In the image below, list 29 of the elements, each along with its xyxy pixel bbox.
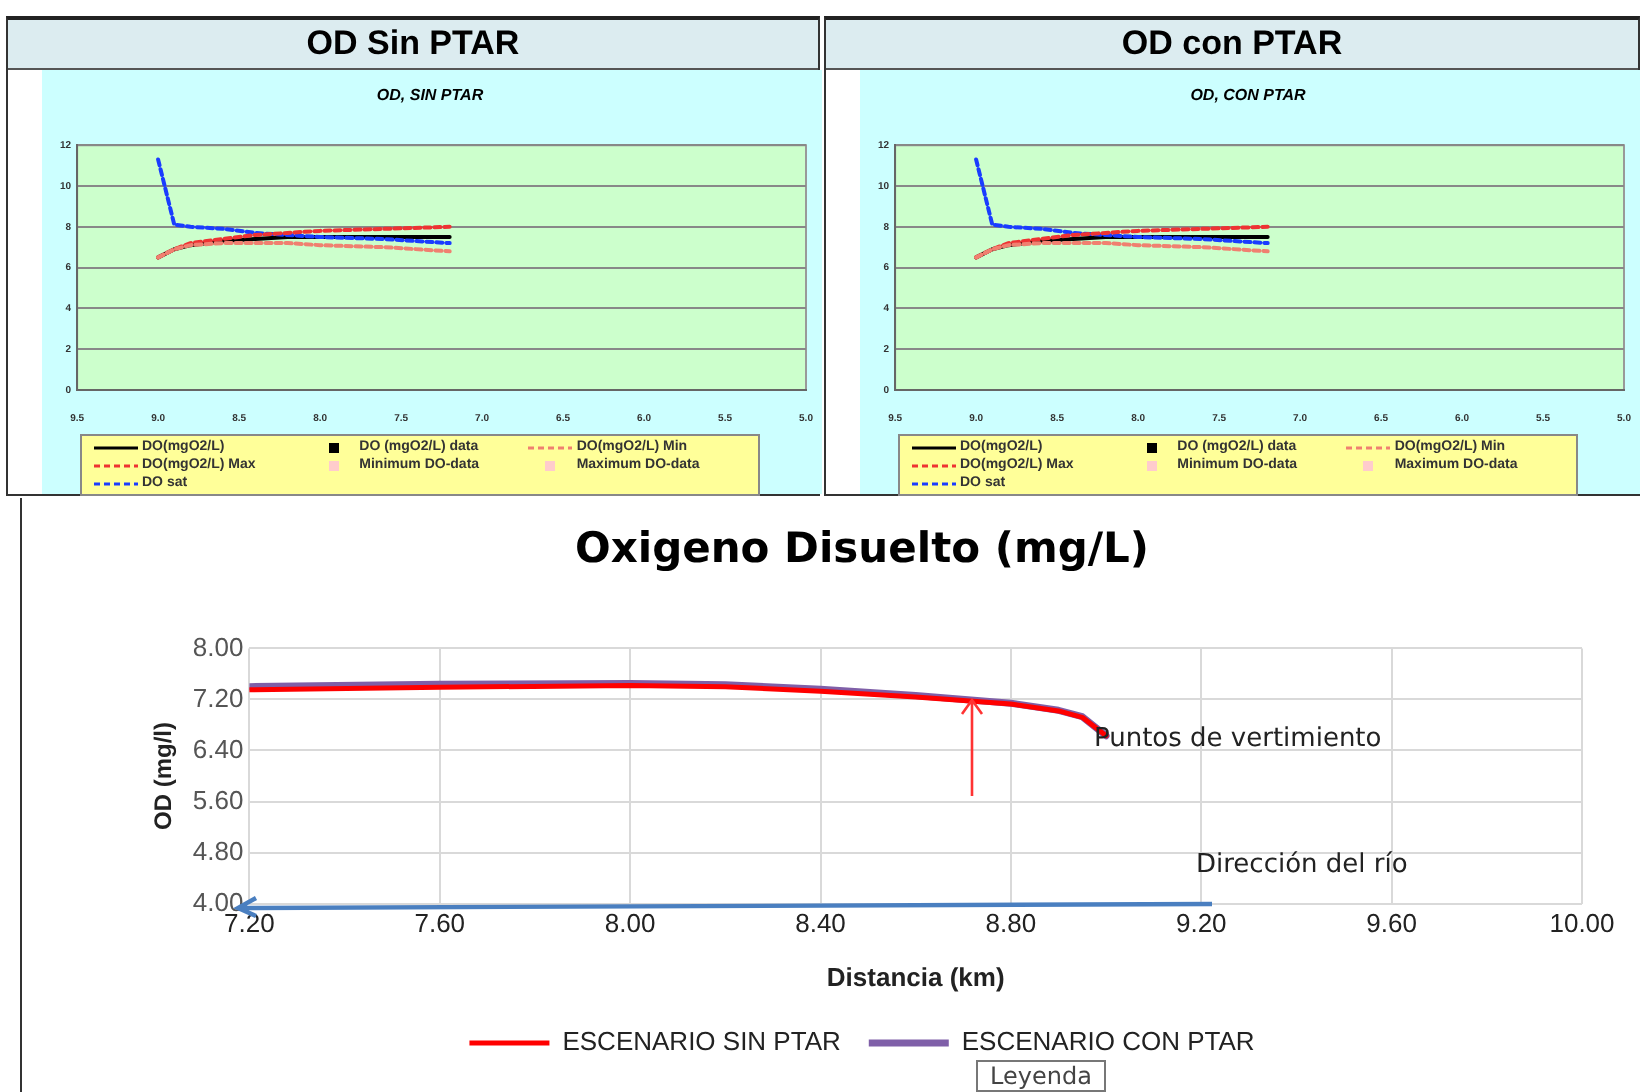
chart-title: OD con PTAR bbox=[826, 20, 1638, 70]
x-tick-label: 10.00 bbox=[1549, 908, 1615, 939]
text: Leyenda bbox=[976, 1060, 1106, 1092]
x-tick-label: 8.80 bbox=[985, 908, 1037, 939]
y-axis-title: OD (mg/l) bbox=[149, 722, 178, 830]
y-tick-label: 8.00 bbox=[192, 631, 244, 662]
line-series bbox=[974, 241, 1270, 260]
annotation: Puntos de vertimiento bbox=[1094, 724, 1382, 754]
x-tick-label: 9.20 bbox=[1175, 908, 1227, 939]
x-tick-label: 7.60 bbox=[414, 908, 466, 939]
y-tick-label: 6.40 bbox=[192, 733, 244, 764]
x-axis-title: Distancia (km) bbox=[826, 961, 1005, 992]
annotation: Dirección del río bbox=[1196, 850, 1408, 880]
chart-subtitle: OD, CON PTAR bbox=[1190, 86, 1307, 105]
y-tick-label: 4.80 bbox=[192, 835, 244, 866]
chart-title: Oxigeno Disuelto (mg/L) bbox=[574, 524, 1150, 573]
legend-label: ESCENARIO SIN PTAR bbox=[562, 1026, 841, 1057]
chart-title: OD Sin PTAR bbox=[8, 20, 818, 70]
x-tick-label: 7.20 bbox=[224, 908, 275, 939]
chart-subtitle: OD, SIN PTAR bbox=[376, 86, 484, 105]
y-tick-label: 7.20 bbox=[192, 682, 244, 713]
x-tick-label: 9.60 bbox=[1366, 908, 1417, 939]
x-tick-label: 8.00 bbox=[604, 908, 656, 939]
x-tick-label: 8.40 bbox=[795, 908, 846, 939]
line-series bbox=[156, 157, 452, 246]
line-series bbox=[974, 157, 1270, 246]
legend-label: ESCENARIO CON PTAR bbox=[961, 1026, 1255, 1057]
line-series bbox=[156, 241, 452, 260]
y-tick-label: 5.60 bbox=[192, 784, 244, 815]
